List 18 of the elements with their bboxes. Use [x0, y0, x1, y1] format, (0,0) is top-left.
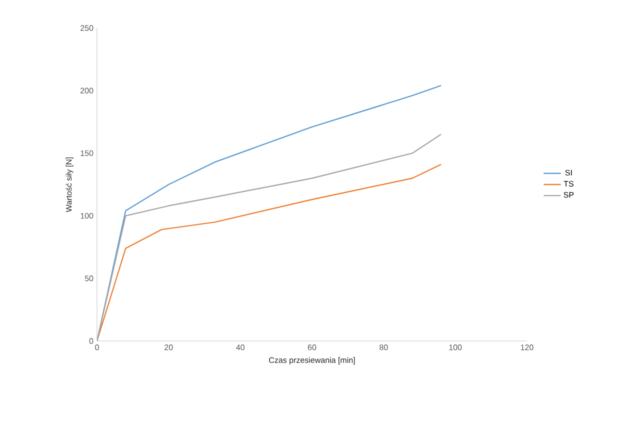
legend-label: TS — [564, 180, 574, 187]
y-tick-label: 50 — [84, 276, 94, 282]
y-tick-label: 150 — [80, 150, 94, 156]
y-tick-label: 250 — [80, 25, 94, 31]
x-tick-label: 0 — [95, 344, 99, 350]
x-tick-label: 60 — [308, 344, 316, 350]
x-tick-label: 80 — [380, 344, 388, 350]
x-axis-title: Czas przesiewania [min] — [269, 357, 355, 365]
y-tick-label: 0 — [89, 338, 94, 344]
x-tick-label: 40 — [236, 344, 244, 350]
x-tick-label: 20 — [164, 344, 173, 350]
legend-label: SI — [565, 170, 572, 176]
y-tick-label: 100 — [80, 212, 94, 219]
legend-label: SP — [564, 192, 574, 198]
x-tick-label: 100 — [449, 344, 462, 350]
x-tick-label: 120 — [520, 344, 534, 350]
y-axis-title: Wartość siły [N] — [66, 157, 74, 212]
y-tick-label: 200 — [80, 88, 94, 94]
